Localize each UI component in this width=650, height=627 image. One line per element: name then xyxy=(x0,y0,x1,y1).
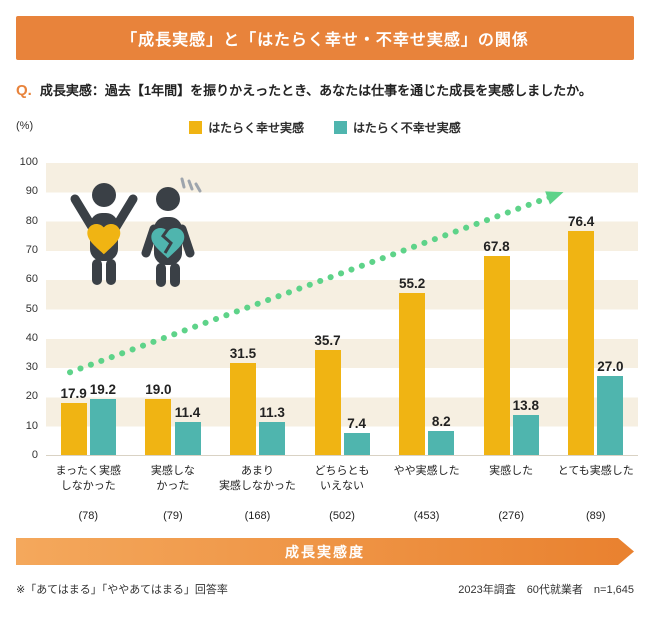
footer-source: 2023年調査 60代就業者 n=1,645 xyxy=(458,584,634,596)
legend-item-unhappy: はたらく不幸せ実感 xyxy=(334,119,461,136)
x-axis-label: やや実感した (453) xyxy=(384,464,469,524)
legend-item-happy: はたらく幸せ実感 xyxy=(189,119,304,136)
x-axis-label: まったく実感 しなかった (78) xyxy=(46,464,131,524)
y-tick-label: 80 xyxy=(25,214,38,227)
bar-with-label: 19.0 xyxy=(145,382,172,455)
x-axis-label: 実感した (276) xyxy=(469,464,554,524)
bar xyxy=(259,421,286,455)
plot-area: 0 10 20 30 40 50 60 70 80 90 100 17.9 19.2 19.0 11.4 3… xyxy=(20,157,638,461)
x-axis-label: どちらとも いえない (502) xyxy=(300,464,385,524)
sample-size-label: (78) xyxy=(78,510,99,523)
page-title: 「成長実感」と「はたらく幸せ・不幸せ実感」の関係 xyxy=(121,32,529,49)
y-axis-unit-label: (%) xyxy=(16,120,34,132)
sample-size-label: (79) xyxy=(163,510,183,523)
legend: (%) はたらく幸せ実感 はたらく不幸せ実感 xyxy=(0,117,650,137)
question-prefix: Q. xyxy=(16,82,32,99)
bar-value-label: 7.4 xyxy=(347,416,367,432)
growth-axis-arrow-shape: 成長実感度 xyxy=(16,538,634,565)
bar-value-label: 55.2 xyxy=(398,276,426,292)
x-axis-labels: まったく実感 しなかった (78) 実感しな かった (79) あまり 実感しなかった (168… xyxy=(46,464,638,524)
sample-size-label: (168) xyxy=(244,510,271,523)
footer: ※「あてはまる」「ややあてはまる」回答率 2023年調査 60代就業者 n=1,… xyxy=(16,581,634,597)
bar-with-label: 19.2 xyxy=(90,382,116,455)
y-tick-label: 50 xyxy=(25,302,38,315)
bar-group: 19.0 11.4 xyxy=(131,382,216,455)
stress-marks-icon xyxy=(180,177,202,193)
bar-with-label: 7.4 xyxy=(343,416,370,455)
bar-with-label: 67.8 xyxy=(483,239,510,455)
bar-value-label: 8.2 xyxy=(431,413,451,429)
bar-value-label: 27.0 xyxy=(597,358,624,374)
sample-size-label: (89) xyxy=(585,510,606,523)
bar xyxy=(512,414,539,455)
bar-value-label: 13.8 xyxy=(512,397,539,413)
bar xyxy=(89,398,116,455)
bar-value-label: 67.8 xyxy=(483,239,510,255)
bars-container: 17.9 19.2 19.0 11.4 31.5 11.3 35.7 7.4 55.2 8.2 67… xyxy=(46,163,638,455)
bar-with-label: 11.4 xyxy=(174,404,201,455)
y-tick-label: 0 xyxy=(31,449,38,461)
x-axis-label: とても実感した (89) xyxy=(553,464,638,524)
growth-axis-arrow: 成長実感度 xyxy=(16,538,634,565)
y-tick-label: 20 xyxy=(25,390,38,403)
bar-with-label: 11.3 xyxy=(259,404,286,455)
bar-group: 35.7 7.4 xyxy=(300,333,385,455)
bar-group: 17.9 19.2 xyxy=(46,382,131,455)
bar-value-label: 19.2 xyxy=(89,381,117,397)
legend-label-unhappy: はたらく不幸せ実感 xyxy=(353,120,461,135)
bar xyxy=(229,362,256,455)
y-tick-label: 30 xyxy=(25,361,38,374)
bar-group: 55.2 8.2 xyxy=(384,276,469,455)
unhappy-series-swatch-icon xyxy=(334,120,347,134)
bar xyxy=(145,399,172,455)
bar-with-label: 76.4 xyxy=(568,214,594,455)
bar-with-label: 8.2 xyxy=(428,413,455,455)
bar-with-label: 17.9 xyxy=(61,386,87,455)
sample-size-label: (502) xyxy=(329,510,355,523)
x-axis-label: 実感しな かった (79) xyxy=(131,464,216,524)
bar-with-label: 31.5 xyxy=(230,346,256,455)
bar xyxy=(399,293,426,455)
bar-with-label: 27.0 xyxy=(597,358,624,455)
y-tick-label: 90 xyxy=(25,185,38,198)
growth-axis-label: 成長実感度 xyxy=(285,543,365,560)
bar-group: 67.8 13.8 xyxy=(469,239,554,455)
bar-group: 76.4 27.0 xyxy=(553,214,638,455)
bar xyxy=(568,231,595,455)
question-line: Q. 成長実感：過去【1年間】を振りかえったとき、あなたは仕事を通じた成長を実感… xyxy=(16,80,634,99)
bar-value-label: 19.0 xyxy=(145,382,172,398)
bar-value-label: 31.5 xyxy=(229,345,257,361)
sample-size-label: (276) xyxy=(498,510,525,523)
bar-value-label: 17.9 xyxy=(60,385,87,401)
sample-size-label: (453) xyxy=(413,510,440,523)
bar-value-label: 11.3 xyxy=(259,404,285,420)
title-banner: 「成長実感」と「はたらく幸せ・不幸せ実感」の関係 xyxy=(16,16,634,60)
bar-value-label: 11.4 xyxy=(174,404,201,420)
bar xyxy=(174,421,201,455)
y-tick-label: 100 xyxy=(19,156,38,168)
y-tick-label: 60 xyxy=(25,273,38,286)
question-text: 成長実感：過去【1年間】を振りかえったとき、あなたは仕事を通じた成長を実感しまし… xyxy=(39,83,592,98)
bar xyxy=(483,256,510,455)
bar xyxy=(597,375,624,455)
bar xyxy=(60,402,87,455)
y-tick-label: 70 xyxy=(25,243,38,256)
x-axis-label: あまり 実感しなかった (168) xyxy=(215,464,300,524)
bar-value-label: 76.4 xyxy=(567,214,595,230)
y-tick-label: 40 xyxy=(25,331,38,344)
y-tick-label: 10 xyxy=(25,419,38,432)
bar-value-label: 35.7 xyxy=(314,333,341,349)
bar-with-label: 55.2 xyxy=(399,276,425,455)
bar xyxy=(314,350,341,455)
y-axis: 0 10 20 30 40 50 60 70 80 90 100 xyxy=(6,157,38,461)
bar-with-label: 13.8 xyxy=(513,398,539,455)
bar xyxy=(428,430,455,455)
happy-series-swatch-icon xyxy=(189,120,203,134)
bar xyxy=(343,433,370,455)
footer-note: ※「あてはまる」「ややあてはまる」回答率 xyxy=(16,584,228,596)
legend-label-happy: はたらく幸せ実感 xyxy=(208,120,304,135)
bar-group: 31.5 11.3 xyxy=(215,346,300,455)
bar-with-label: 35.7 xyxy=(314,333,341,455)
